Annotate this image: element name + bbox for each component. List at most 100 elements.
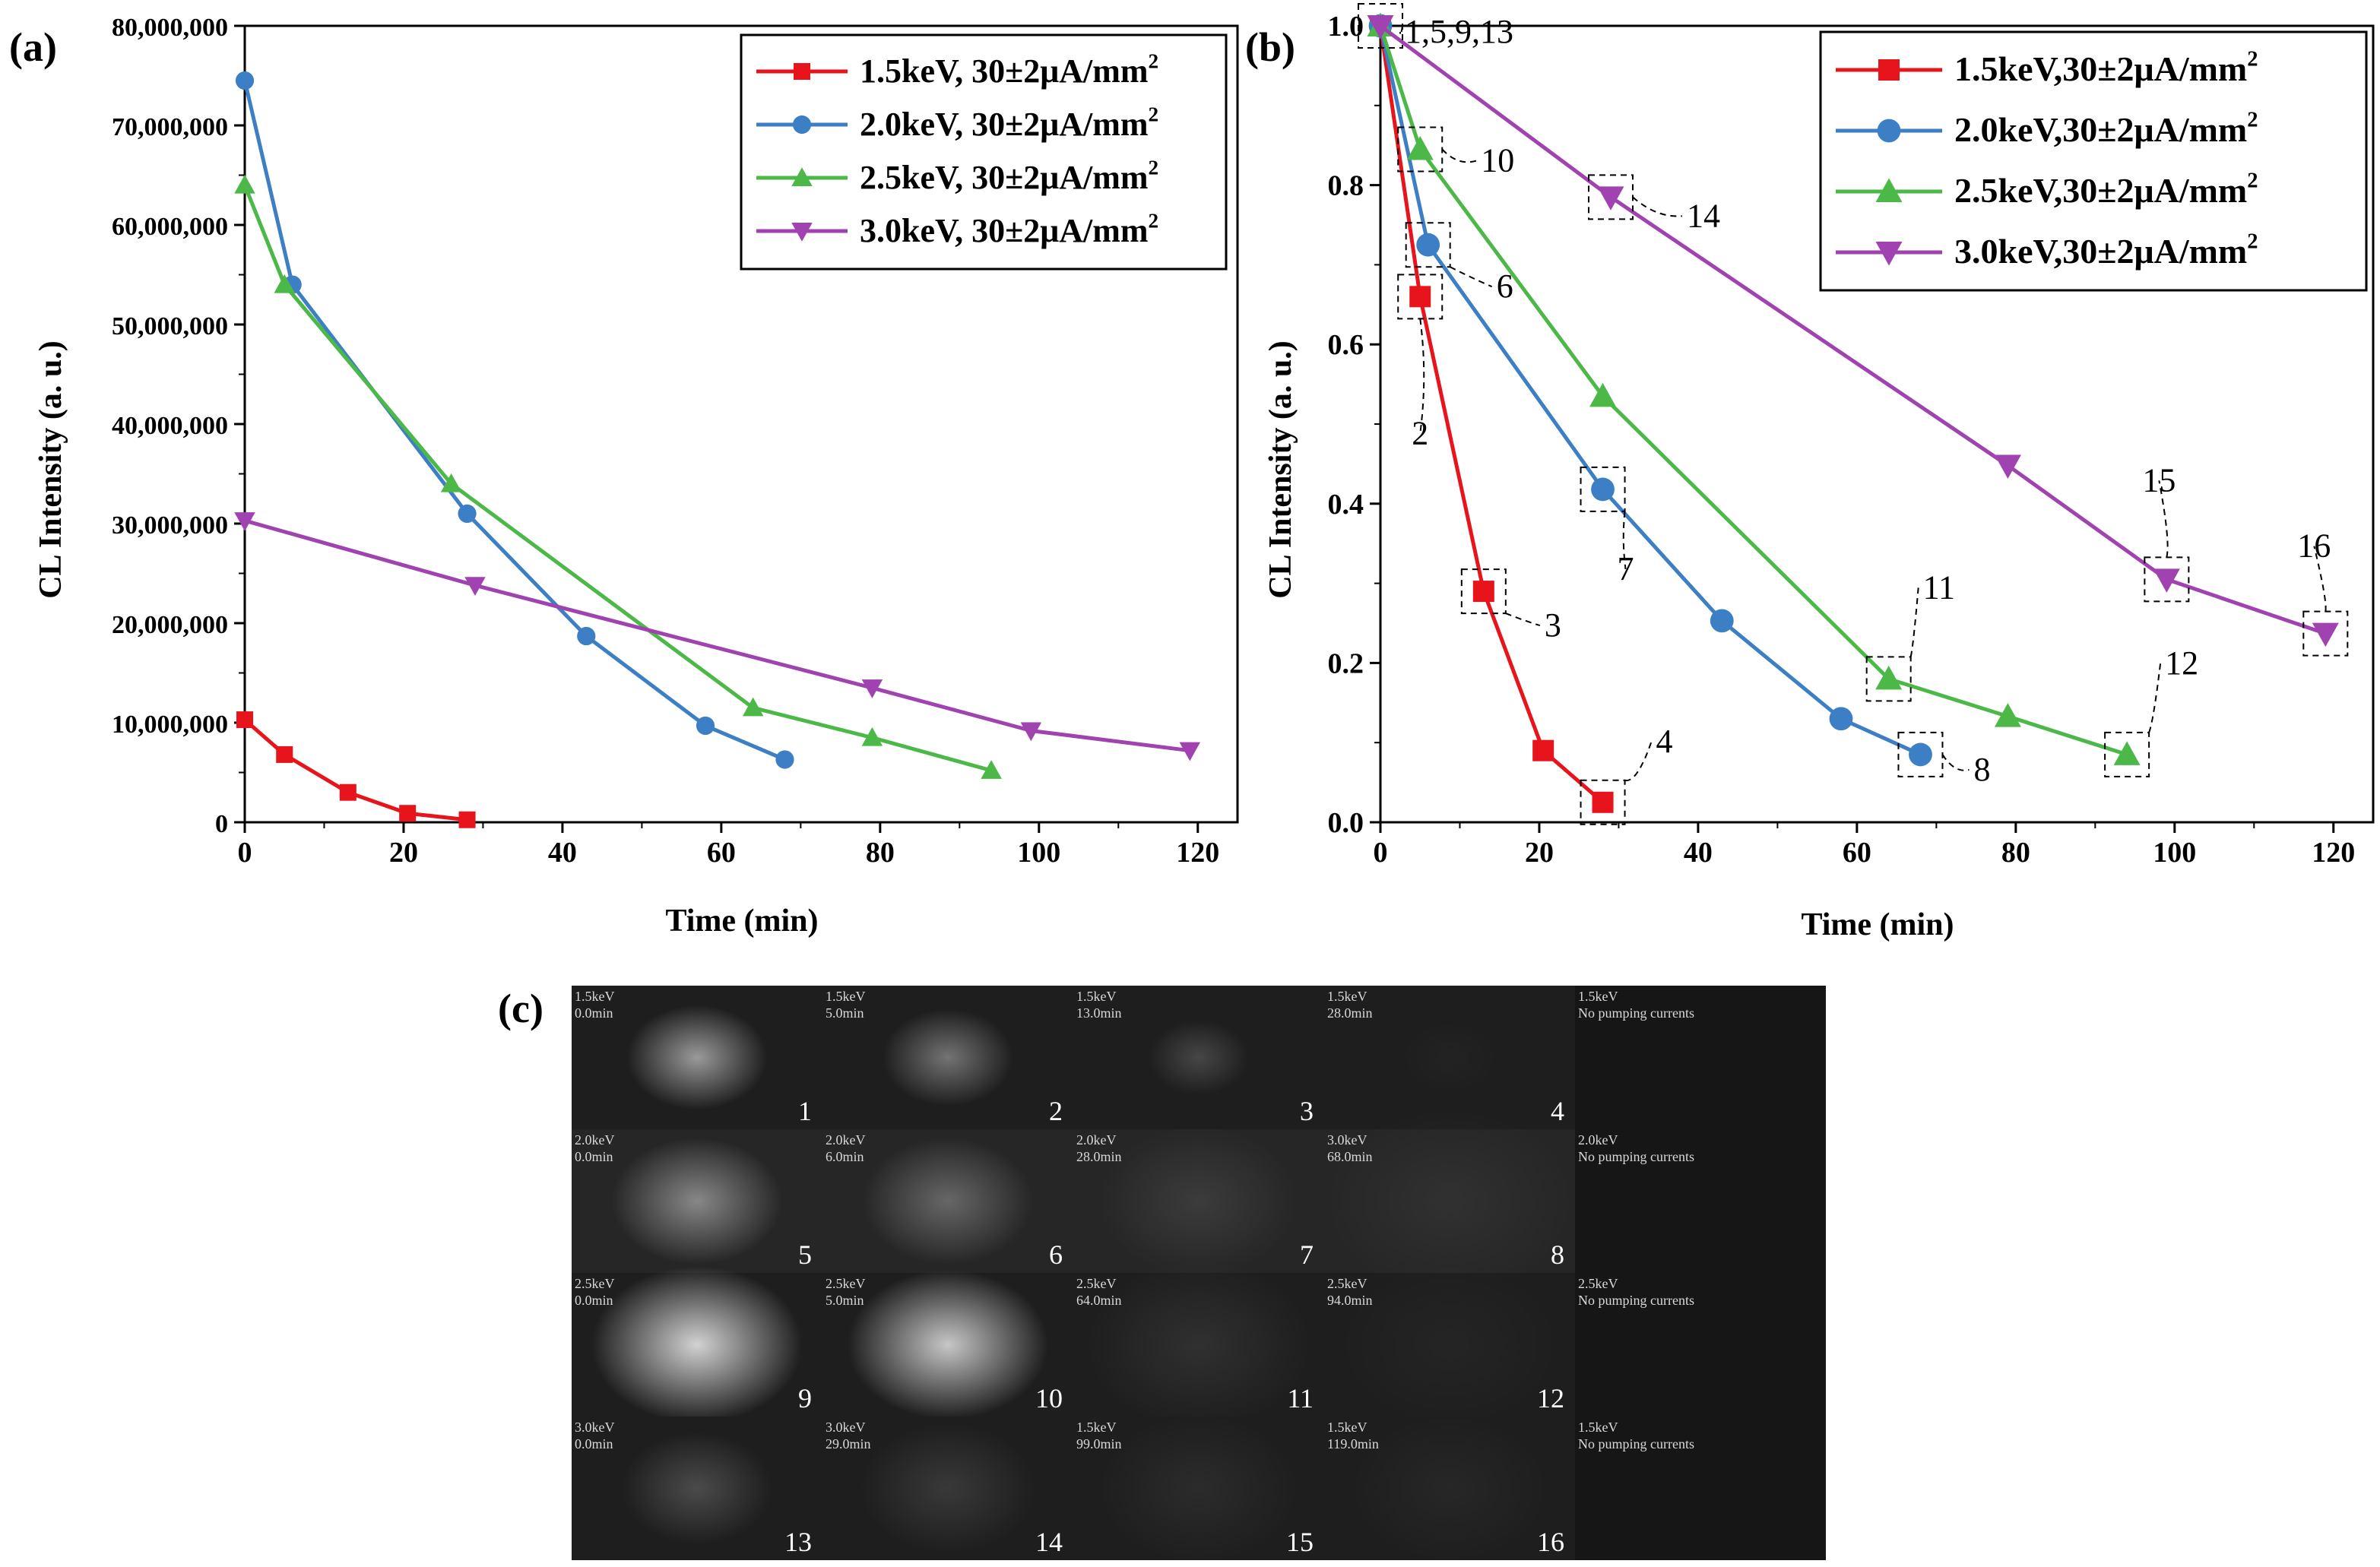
chart-b-legend-sup-0: 2 — [2247, 48, 2258, 71]
chart-b-annotation-label-7: 10 — [1481, 141, 1514, 179]
chart-b-legend-entry-0: 1.5keV,30±2μA/mm2 — [1954, 48, 2258, 88]
chart-b-legend-sup-3: 2 — [2247, 230, 2258, 254]
image-tile-number: 16 — [1537, 1527, 1564, 1557]
chart-a-x-tick-label: 0 — [238, 837, 252, 869]
image-tile-number: 6 — [1049, 1239, 1063, 1270]
image-tile-glow — [860, 1423, 1036, 1554]
image-tile-energy: 2.5keV — [1327, 1276, 1367, 1291]
chart-b-point-3-4 — [2312, 622, 2339, 647]
chart-a-x-tick-label: 60 — [707, 837, 736, 869]
chart-b-annotation-leader-11 — [2158, 480, 2169, 558]
chart-b-annotation-leader-12 — [2313, 546, 2327, 612]
chart-a-legend-sup-0: 2 — [1149, 50, 1159, 73]
chart-a-y-tick-label: 80,000,000 — [112, 14, 228, 42]
image-tile-energy: 1.5keV — [1578, 1420, 1618, 1435]
image-tile-energy: 1.5keV — [1076, 989, 1117, 1004]
image-tile-number: 12 — [1537, 1383, 1564, 1413]
image-tile-time: 99.0min — [1076, 1436, 1122, 1451]
image-tile-energy: 2.0keV — [575, 1132, 615, 1148]
image-tile-number: 1 — [798, 1096, 812, 1126]
image-tile-time: 68.0min — [1327, 1149, 1373, 1164]
chart-b-annotation-box-4 — [1405, 222, 1451, 268]
chart-a-legend-sup-3: 2 — [1149, 210, 1159, 233]
chart-b-annotation-label-9: 12 — [2165, 644, 2198, 682]
chart-b-annotation-leader-0 — [1399, 25, 1403, 36]
chart-b-legend-sup-1: 2 — [2247, 109, 2258, 132]
image-tile-energy: 2.5keV — [1076, 1276, 1117, 1291]
image-tile-energy: 1.5keV — [1076, 1420, 1117, 1435]
image-tile-time: 28.0min — [1076, 1149, 1122, 1164]
image-tile-glow — [611, 1137, 783, 1265]
chart-a-legend-entry-1: 2.0keV, 30±2μA/mm2 — [860, 103, 1158, 143]
chart-b-x-tick-label: 100 — [2153, 837, 2196, 869]
image-tile-time: No pumping currents — [1578, 1005, 1694, 1021]
chart-b-x-tick-label: 120 — [2312, 837, 2355, 869]
chart-a-point-2-0 — [234, 174, 255, 194]
chart-a-point-1-2 — [458, 504, 477, 524]
panel-label-c: (c) — [498, 986, 544, 1031]
chart-a-point-0-0 — [236, 711, 253, 729]
chart-b-annotation-box-2 — [1460, 568, 1507, 615]
chart-a-point-0-4 — [458, 811, 476, 828]
image-tile — [1575, 1129, 1826, 1273]
chart-a-point-1-0 — [235, 71, 255, 90]
chart-b-annotation-label-5: 7 — [1618, 550, 1634, 587]
chart-b-annotation-leader-8 — [1909, 587, 1919, 657]
image-tile-glow — [848, 1270, 1048, 1420]
chart-a-y-tick-label: 50,000,000 — [112, 312, 228, 340]
image-tile — [1575, 986, 1826, 1129]
image-tile — [1575, 1417, 1826, 1560]
image-tile — [1324, 986, 1575, 1129]
image-tile — [1324, 1273, 1575, 1417]
image-tile-time: 28.0min — [1327, 1005, 1373, 1021]
chart-a-point-3-1 — [464, 577, 486, 596]
image-tile-time: No pumping currents — [1578, 1436, 1694, 1451]
image-tile-time: 0.0min — [575, 1149, 613, 1164]
chart-b-annotation-box-5 — [1580, 466, 1626, 512]
chart-b-annotation-leader-4 — [1450, 266, 1493, 288]
chart-b-point-3-2 — [1994, 454, 2021, 479]
image-tile-glow — [591, 1266, 803, 1423]
chart-b-legend-marker-1 — [1877, 119, 1901, 143]
chart-b-point-2-2 — [1589, 382, 1617, 407]
image-tile-glow — [862, 1137, 1034, 1265]
image-tile-time: 5.0min — [826, 1005, 864, 1021]
chart-a-point-1-4 — [696, 716, 715, 736]
image-tile-energy: 1.5keV — [575, 989, 615, 1004]
chart-b-annotation-leader-2 — [1505, 613, 1541, 627]
chart-b-annotation-label-8: 11 — [1923, 568, 1955, 606]
image-tile-energy: 3.0keV — [1327, 1132, 1367, 1148]
chart-a-legend-sup-2: 2 — [1149, 157, 1159, 179]
image-tile-glow — [1324, 1107, 1575, 1295]
image-tile-number: 15 — [1286, 1527, 1314, 1557]
image-tile-number: 3 — [1300, 1096, 1314, 1126]
image-tile-number: 13 — [784, 1527, 812, 1557]
chart-a-series-line-1 — [242, 80, 786, 761]
image-tile-energy: 1.5keV — [1327, 1420, 1367, 1435]
chart-b-annotation-label-11: 15 — [2142, 461, 2176, 499]
chart-a-legend-sup-1: 2 — [1149, 103, 1159, 126]
chart-a-y-tick-label: 0 — [215, 810, 228, 838]
image-tile-glow — [1349, 1413, 1550, 1563]
chart-a: Time (min) CL Intensity (a. u.) 0 20 40 60 8… — [33, 14, 1239, 939]
image-tile-number: 7 — [1300, 1239, 1314, 1270]
image-tile-number: 4 — [1551, 1096, 1564, 1126]
image-tile-energy: 3.0keV — [575, 1420, 615, 1435]
chart-b-y-tick-label: 0.6 — [1328, 329, 1364, 361]
image-tile-number: 9 — [798, 1383, 812, 1413]
image-tile — [1575, 1273, 1826, 1417]
chart-b-annotation-leader-9 — [2148, 663, 2162, 733]
chart-b-point-3-3 — [2153, 568, 2180, 593]
chart-a-x-tick-label: 80 — [866, 837, 895, 869]
chart-a-x-tick-label: 40 — [548, 837, 577, 869]
chart-b-point-3-0 — [1367, 15, 1394, 40]
chart-a-x-tick-label: 120 — [1176, 837, 1219, 869]
chart-a-point-2-3 — [742, 697, 764, 717]
chart-b-legend-marker-0 — [1878, 59, 1900, 81]
image-tile-time: 94.0min — [1327, 1293, 1373, 1308]
chart-b-series-line-2 — [1378, 25, 2128, 757]
image-tile-glow — [1085, 1260, 1312, 1429]
image-tile-glow — [1399, 1020, 1500, 1094]
chart-a-x-tick-label: 20 — [389, 837, 418, 869]
chart-b-series-line-1 — [1378, 25, 1922, 757]
